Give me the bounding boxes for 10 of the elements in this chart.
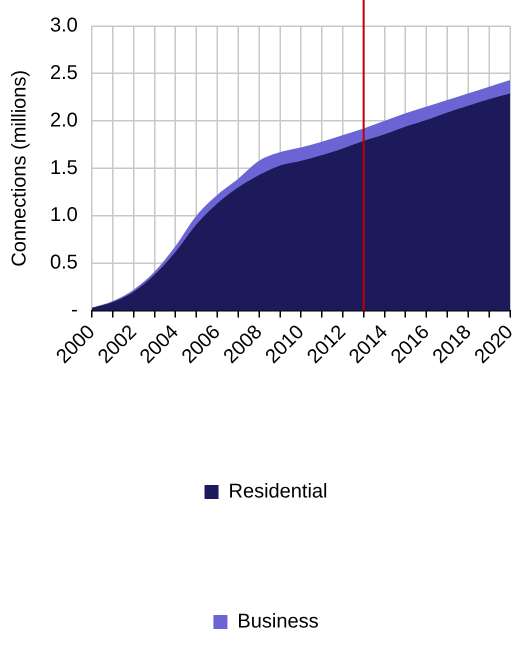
y-tick-label: 1.0	[50, 204, 78, 226]
y-axis-title: Connections (millions)	[8, 70, 31, 267]
y-tick-label: 0.5	[50, 252, 78, 274]
y-tick-label: 1.5	[50, 156, 78, 179]
legend-label: Residential	[228, 480, 328, 503]
y-tick-label: 2.5	[50, 62, 78, 84]
y-tick-label: 2.0	[50, 109, 78, 132]
y-tick-label: -	[71, 299, 78, 322]
y-tick-label: 3.0	[50, 14, 78, 37]
legend-label: Business	[237, 610, 319, 633]
